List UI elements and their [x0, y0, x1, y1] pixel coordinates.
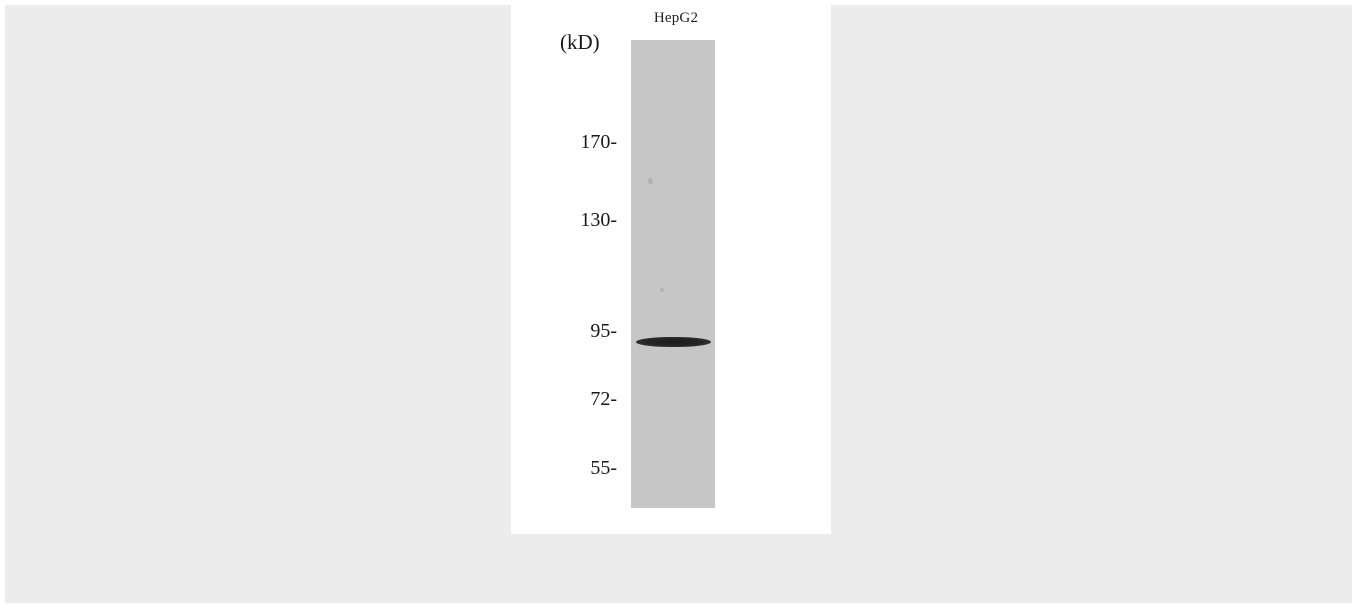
marker-55: 55-	[590, 457, 617, 480]
molecular-weight-unit-label: (kD)	[560, 30, 600, 55]
protein-band	[636, 337, 711, 347]
lane-label-hepg2: HepG2	[628, 10, 724, 27]
blot-lane	[631, 40, 715, 508]
lane-speck	[648, 178, 653, 184]
lane-speck	[660, 288, 664, 292]
marker-72: 72-	[590, 388, 617, 411]
marker-95: 95-	[590, 320, 617, 343]
marker-170: 170-	[580, 131, 617, 154]
marker-130: 130-	[580, 209, 617, 232]
